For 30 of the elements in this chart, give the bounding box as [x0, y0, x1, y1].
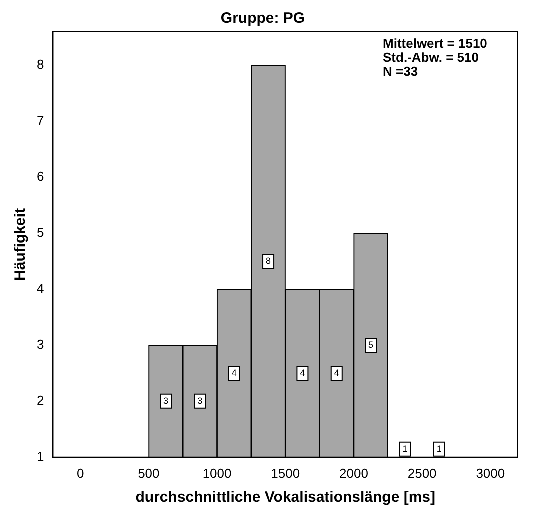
- x-tick-label: 500: [138, 466, 160, 481]
- data-label: 3: [198, 396, 203, 406]
- data-label: 4: [334, 368, 340, 378]
- x-axis-title: durchschnittliche Vokalisationslänge [ms]: [136, 489, 436, 506]
- y-tick-label: 8: [36, 57, 44, 72]
- data-label: 5: [368, 340, 374, 350]
- data-label: 1: [436, 444, 442, 454]
- x-tick-label: 0: [76, 466, 84, 481]
- y-tick-label: 1: [36, 448, 44, 464]
- y-tick-label: 2: [36, 393, 44, 408]
- y-tick-label: 6: [36, 169, 44, 184]
- y-tick-label: 4: [36, 281, 44, 296]
- chart-title: Gruppe: PG: [220, 10, 306, 28]
- data-label: 8: [266, 256, 272, 266]
- data-label: 3: [163, 396, 169, 406]
- y-tick-label: 3: [36, 337, 44, 352]
- y-tick-label: 7: [36, 113, 44, 128]
- y-axis-title: Häufigkeit: [12, 208, 30, 281]
- x-tick-label: 2000: [340, 466, 368, 481]
- data-label: 4: [232, 368, 237, 378]
- data-label: 1: [402, 444, 408, 454]
- x-tick-label: 2500: [408, 466, 437, 481]
- y-tick-label: 5: [36, 225, 44, 240]
- x-tick-label: 3000: [476, 466, 506, 481]
- annotation: N =33: [383, 64, 418, 80]
- annotation: Mittelwert = 1510: [383, 36, 488, 52]
- x-tick-label: 1000: [202, 466, 232, 481]
- x-tick-label: 1500: [271, 466, 300, 481]
- annotation: Std.-Abw. = 510: [383, 50, 479, 66]
- data-label: 4: [300, 368, 306, 378]
